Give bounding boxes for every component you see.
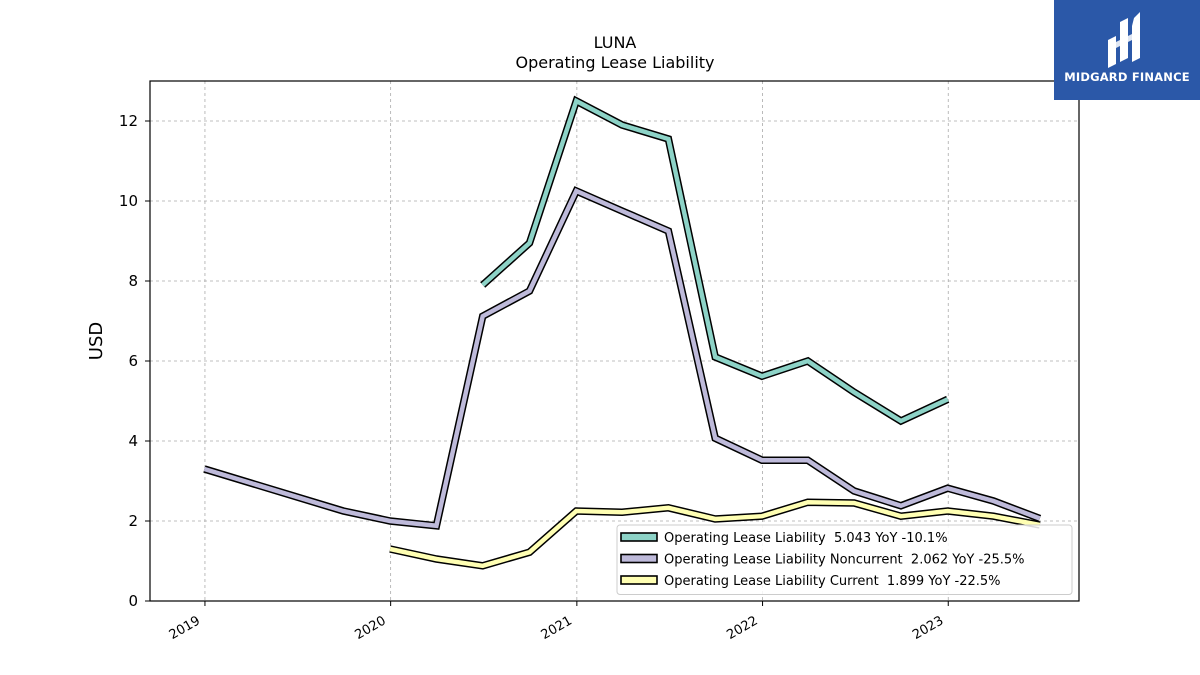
legend-label: Operating Lease Liability Noncurrent 2.0… bbox=[664, 553, 1025, 568]
series-outline-1 bbox=[480, 95, 950, 426]
series-line-3 bbox=[389, 499, 1041, 569]
plot-frame bbox=[149, 80, 1080, 602]
y-tick-label: 0 bbox=[128, 592, 138, 610]
y-axis-label: USD bbox=[86, 322, 107, 360]
logo-text: MIDGARD FINANCE bbox=[1064, 70, 1190, 84]
brand-logo: MIDGARD FINANCE bbox=[1054, 0, 1200, 100]
y-tick-label: 6 bbox=[128, 352, 138, 370]
series-outline-2 bbox=[203, 186, 1042, 530]
y-tick-label: 12 bbox=[119, 112, 138, 130]
x-tick-label: 2021 bbox=[539, 613, 575, 643]
y-tick-label: 4 bbox=[128, 432, 138, 450]
legend-label: Operating Lease Liability Current 1.899 … bbox=[664, 574, 1001, 589]
y-tick-label: 8 bbox=[128, 272, 138, 290]
chart-subtitle: Operating Lease Liability bbox=[515, 53, 714, 72]
logo-mark-icon bbox=[1108, 12, 1140, 68]
legend-label: Operating Lease Liability 5.043 YoY -10.… bbox=[664, 531, 948, 546]
x-tick-label: 2022 bbox=[724, 613, 760, 643]
legend-swatch bbox=[620, 575, 658, 585]
x-tick-label: 2023 bbox=[910, 613, 946, 643]
x-tick-label: 2019 bbox=[167, 613, 203, 643]
series-line-1 bbox=[481, 97, 949, 424]
x-tick-label: 2020 bbox=[352, 613, 388, 643]
legend-box bbox=[616, 524, 1073, 595]
series-line-2 bbox=[203, 188, 1041, 529]
y-tick-label: 2 bbox=[128, 512, 138, 530]
chart-title: LUNA bbox=[594, 33, 637, 52]
legend-swatch bbox=[620, 532, 658, 542]
y-tick-label: 10 bbox=[119, 192, 138, 210]
legend-swatch bbox=[620, 553, 658, 564]
